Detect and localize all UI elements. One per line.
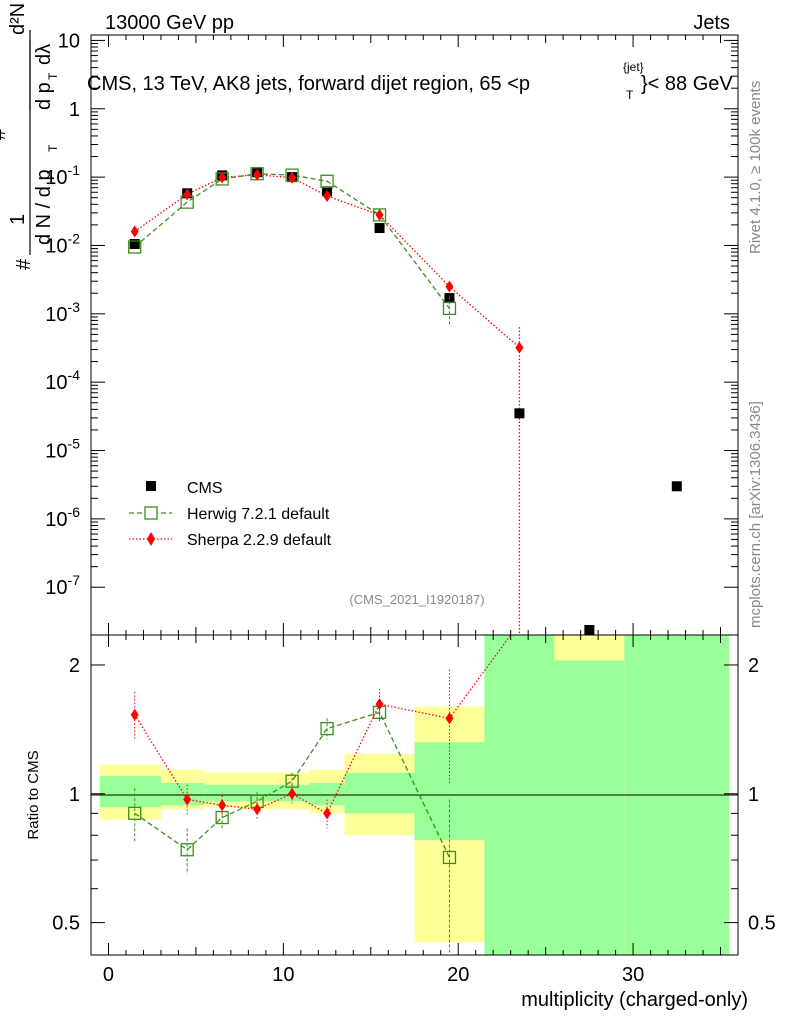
legend-cms-marker bbox=[146, 481, 156, 491]
energy-label: 13000 GeV pp bbox=[105, 12, 234, 34]
sherpa-ratio-point-2 bbox=[218, 799, 227, 812]
sherpa-point-0 bbox=[130, 225, 139, 238]
ylabel-dpT: d p bbox=[33, 82, 55, 110]
x-axis-label: multiplicity (charged-only) bbox=[521, 989, 748, 1011]
sherpa-point-8 bbox=[515, 341, 524, 354]
ratio-tick-label-right: 1 bbox=[748, 784, 759, 806]
ylabel-one: 1 bbox=[7, 214, 29, 225]
herwig-point-5 bbox=[320, 174, 334, 188]
legend-herwig-marker bbox=[144, 506, 158, 520]
herwig-main-line bbox=[134, 173, 450, 309]
y-tick-label: 10-2 bbox=[45, 230, 80, 257]
legend-herwig-label: Herwig 7.2.1 default bbox=[187, 506, 330, 523]
sherpa-point-6 bbox=[375, 208, 384, 221]
band-inner-2 bbox=[204, 784, 240, 802]
analysis-watermark: (CMS_2021_I1920187) bbox=[349, 592, 484, 607]
sherpa-ratio-line bbox=[134, 634, 512, 815]
x-tick-label: 20 bbox=[447, 964, 469, 986]
x-tick-label: 10 bbox=[272, 964, 294, 986]
axis-ticks: 0 10 20 30 10 1 10-1 10-2 10-3 10-4 10-5 10-6 10-7 0.… bbox=[45, 30, 776, 986]
title-end: }< 88 GeV bbox=[641, 73, 733, 95]
ylabel-d2N: d²N bbox=[7, 3, 29, 35]
sherpa-ratio-point-1 bbox=[183, 793, 192, 806]
legend-sherpa-label: Sherpa 2.2.9 default bbox=[187, 532, 332, 549]
band-inner-1 bbox=[160, 782, 205, 806]
ratio-y-axis-label: Ratio to CMS bbox=[25, 750, 42, 839]
ylabel-hash2: # bbox=[0, 128, 10, 140]
sherpa-point-3 bbox=[253, 168, 262, 181]
main-y-axis-label: # 1 d N / d p T # d²N d p T dλ bbox=[0, 3, 60, 270]
ylabel-dl: dλ bbox=[33, 44, 55, 65]
herwig-point-7 bbox=[442, 301, 457, 316]
band-inner-9 bbox=[554, 660, 625, 955]
sherpa-ratio-point-5 bbox=[323, 807, 332, 820]
sherpa-ratio-point-7 bbox=[445, 712, 454, 725]
rivet-version-label: Rivet 4.1.0, ≥ 100k events bbox=[747, 81, 764, 254]
ratio-tick-label-left: 1 bbox=[69, 784, 80, 806]
ratio-tick-label-left: 2 bbox=[69, 655, 80, 677]
sherpa-point-5 bbox=[323, 189, 332, 202]
y-tick-label: 10-7 bbox=[45, 572, 80, 599]
herwig-ratio-point-5 bbox=[320, 721, 334, 736]
ylabel-T1: T bbox=[46, 144, 60, 152]
x-tick-label: 30 bbox=[622, 964, 644, 986]
sherpa-point-4 bbox=[288, 171, 297, 184]
y-tick-label: 10-4 bbox=[45, 367, 80, 394]
cms-point-0 bbox=[129, 239, 140, 250]
sherpa-ratio-point-0 bbox=[130, 708, 139, 721]
herwig-ratio-point-2 bbox=[215, 810, 229, 825]
title-subscript: T bbox=[626, 88, 634, 102]
herwig-point-0 bbox=[128, 240, 142, 254]
sherpa-ratio-point-6 bbox=[375, 698, 384, 711]
cms-point-8 bbox=[514, 408, 525, 419]
mcplots-label: mcplots.cern.ch [arXiv:1306.3436] bbox=[747, 401, 764, 628]
process-label: Jets bbox=[693, 12, 730, 34]
y-tick-label: 10 bbox=[58, 30, 80, 52]
y-tick-label: 10-6 bbox=[45, 504, 80, 531]
ylabel-T2: T bbox=[46, 72, 60, 80]
ylabel-dN: d N / d p bbox=[33, 169, 55, 245]
sherpa-ratio-point-3 bbox=[253, 803, 262, 816]
y-tick-label: 10-3 bbox=[45, 299, 80, 326]
herwig-ratio-line bbox=[134, 711, 451, 858]
x-tick-label: 0 bbox=[103, 964, 114, 986]
ratio-tick-label-right: 2 bbox=[748, 655, 759, 677]
data-marks bbox=[128, 167, 682, 955]
herwig-ratio-point-1 bbox=[180, 843, 194, 857]
y-tick-label: 10-5 bbox=[45, 436, 80, 463]
herwig-ratio-point-0 bbox=[128, 806, 142, 821]
cms-point-6 bbox=[374, 223, 385, 234]
legend-sherpa-marker bbox=[147, 532, 155, 546]
title-main: CMS, 13 TeV, AK8 jets, forward dijet reg… bbox=[87, 73, 530, 95]
ylabel-hash1: # bbox=[13, 258, 35, 270]
ratio-tick-label-right: 0.5 bbox=[748, 913, 776, 935]
y-tick-label: 1 bbox=[69, 99, 80, 121]
cms-point-9 bbox=[584, 625, 595, 635]
cms-point-10 bbox=[671, 481, 682, 492]
band-inner-5 bbox=[309, 782, 345, 806]
sherpa-point-1 bbox=[183, 188, 192, 201]
ratio-tick-label-left: 0.5 bbox=[52, 913, 80, 935]
sherpa-main-line bbox=[134, 174, 520, 349]
herwig-ratio-point-7 bbox=[442, 850, 457, 865]
legend: CMS Herwig 7.2.1 default Sherpa 2.2.9 de… bbox=[129, 480, 332, 549]
band-inner-0 bbox=[99, 776, 161, 808]
sherpa-point-7 bbox=[445, 280, 454, 293]
title-superscript: {jet} bbox=[623, 60, 644, 74]
sherpa-point-2 bbox=[218, 171, 227, 184]
sherpa-ratio-point-4 bbox=[288, 787, 297, 800]
band-inner-6 bbox=[344, 772, 415, 814]
plot-title: CMS, 13 TeV, AK8 jets, forward dijet reg… bbox=[87, 60, 733, 102]
legend-cms-label: CMS bbox=[187, 480, 223, 497]
y-tick-label: 10-1 bbox=[45, 162, 80, 189]
herwig-ratio-point-4 bbox=[285, 774, 299, 788]
